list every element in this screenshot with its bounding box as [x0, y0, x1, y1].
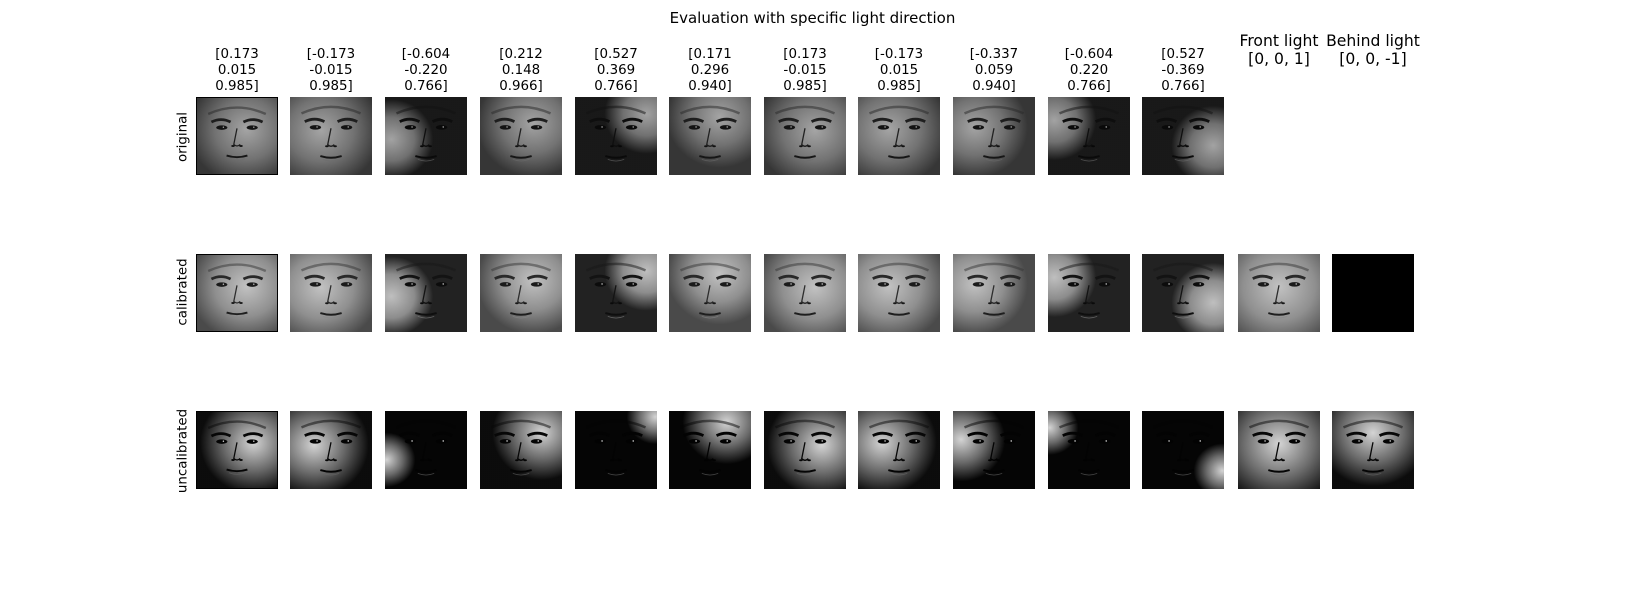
face-image-calibrated-6	[669, 254, 751, 332]
face-image-calibrated-7	[764, 254, 846, 332]
column-label-11: [0.527 -0.369 0.766]	[1161, 47, 1205, 94]
face-image-uncalibrated-2	[290, 411, 372, 489]
row-label-uncalibrated: uncalibrated	[175, 408, 191, 494]
face-image-original-2	[290, 97, 372, 175]
row-label-calibrated: calibrated	[175, 258, 191, 326]
face-image-uncalibrated-5	[575, 411, 657, 489]
face-image-original-7	[764, 97, 846, 175]
column-label-13: Behind light [0, 0, -1]	[1326, 32, 1420, 68]
face-image-original-5	[575, 97, 657, 175]
column-label-12: Front light [0, 0, 1]	[1239, 32, 1319, 68]
figure-title: Evaluation with specific light direction	[669, 9, 956, 27]
column-label-4: [0.212 0.148 0.966]	[499, 47, 543, 94]
face-image-uncalibrated-4	[480, 411, 562, 489]
face-image-original-3	[385, 97, 467, 175]
face-image-calibrated-5	[575, 254, 657, 332]
column-label-6: [0.171 0.296 0.940]	[688, 47, 732, 94]
face-image-uncalibrated-12	[1238, 411, 1320, 489]
face-image-uncalibrated-6	[669, 411, 751, 489]
column-label-3: [-0.604 -0.220 0.766]	[401, 47, 451, 94]
face-image-uncalibrated-11	[1142, 411, 1224, 489]
column-label-10: [-0.604 0.220 0.766]	[1064, 47, 1114, 94]
face-image-uncalibrated-7	[764, 411, 846, 489]
face-image-original-10	[1048, 97, 1130, 175]
column-label-2: [-0.173 -0.015 0.985]	[306, 47, 356, 94]
face-image-original-1	[196, 97, 278, 175]
face-image-calibrated-4	[480, 254, 562, 332]
face-image-uncalibrated-3	[385, 411, 467, 489]
face-image-calibrated-12	[1238, 254, 1320, 332]
face-image-uncalibrated-13	[1332, 411, 1414, 489]
face-image-uncalibrated-10	[1048, 411, 1130, 489]
face-image-calibrated-11	[1142, 254, 1224, 332]
column-label-7: [0.173 -0.015 0.985]	[783, 47, 827, 94]
face-image-uncalibrated-1	[196, 411, 278, 489]
face-image-calibrated-13	[1332, 254, 1414, 332]
face-image-calibrated-8	[858, 254, 940, 332]
face-image-calibrated-9	[953, 254, 1035, 332]
face-image-calibrated-3	[385, 254, 467, 332]
face-image-uncalibrated-8	[858, 411, 940, 489]
face-image-uncalibrated-9	[953, 411, 1035, 489]
face-image-calibrated-10	[1048, 254, 1130, 332]
face-image-calibrated-1	[196, 254, 278, 332]
face-image-original-11	[1142, 97, 1224, 175]
column-label-8: [-0.173 0.015 0.985]	[874, 47, 924, 94]
face-image-calibrated-2	[290, 254, 372, 332]
face-image-original-4	[480, 97, 562, 175]
column-label-5: [0.527 0.369 0.766]	[594, 47, 638, 94]
column-label-9: [-0.337 0.059 0.940]	[969, 47, 1019, 94]
row-label-original: original	[175, 111, 191, 163]
column-label-1: [0.173 0.015 0.985]	[215, 47, 259, 94]
face-image-original-9	[953, 97, 1035, 175]
face-image-original-6	[669, 97, 751, 175]
face-image-original-8	[858, 97, 940, 175]
